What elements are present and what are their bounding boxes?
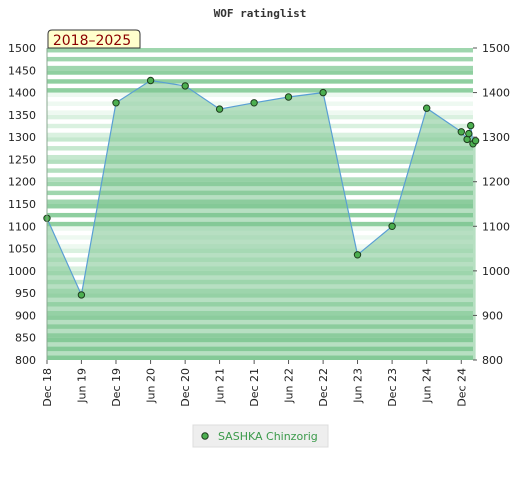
data-point	[319, 88, 327, 97]
background-band	[47, 74, 473, 80]
y-tick-label-right: 1300	[482, 131, 510, 144]
data-point	[215, 105, 224, 113]
y-tick-label-right: 1000	[482, 265, 510, 278]
y-tick-label-right: 800	[482, 354, 503, 367]
legend-label: SASHKA Chinzorig	[218, 430, 318, 443]
x-tick-label: Jun 24	[421, 368, 434, 404]
data-point	[471, 137, 480, 145]
y-tick-label-left: 950	[15, 287, 36, 300]
rating-area	[47, 80, 476, 360]
y-tick-label-right: 1400	[482, 87, 510, 100]
data-point	[353, 251, 362, 259]
x-tick-label: Jun 19	[75, 368, 88, 404]
background-band	[47, 52, 473, 57]
y-tick-label-left: 1000	[8, 265, 36, 278]
y-tick-label-right: 1100	[482, 220, 510, 233]
rating-area-fill	[47, 80, 476, 360]
x-tick-label: Dec 22	[317, 368, 330, 407]
x-tick-label: Jun 22	[283, 368, 296, 404]
y-tick-label-right: 1200	[482, 176, 510, 189]
y-tick-label-left: 900	[15, 309, 36, 322]
x-tick-label: Jun 20	[145, 368, 158, 404]
y-axis-right: 800 900 1000 1100 1200 1300 1400 1500	[473, 42, 510, 367]
data-point	[467, 121, 475, 130]
background-band	[47, 92, 473, 98]
background-band	[47, 70, 473, 75]
data-point	[181, 82, 189, 90]
data-point	[250, 99, 258, 107]
background-band	[47, 56, 473, 62]
data-point	[146, 76, 155, 85]
y-tick-label-left: 1100	[8, 220, 36, 233]
x-tick-label: Dec 23	[386, 368, 399, 407]
y-axis-left: 800 850 900 950 1000 1050 1100 1150 1200 1250 1300…	[8, 42, 36, 367]
y-tick-label-left: 1250	[8, 153, 36, 166]
x-tick-label: Dec 20	[179, 368, 192, 407]
y-tick-label-left: 1200	[8, 176, 36, 189]
y-tick-label-left: 1300	[8, 131, 36, 144]
y-tick-label-left: 800	[15, 354, 36, 367]
x-tick-label: Jun 21	[214, 368, 227, 404]
y-tick-label-left: 1400	[8, 87, 36, 100]
data-point	[465, 129, 473, 138]
y-tick-label-left: 1500	[8, 42, 36, 55]
background-band	[47, 83, 473, 89]
y-tick-label-left: 1150	[8, 198, 36, 211]
x-tick-label: Dec 21	[248, 368, 261, 407]
data-point	[112, 99, 120, 107]
background-band	[47, 97, 473, 102]
x-tick-label: Dec 24	[455, 368, 468, 407]
y-tick-label-left: 1050	[8, 243, 36, 256]
y-tick-label-right: 1500	[482, 42, 510, 55]
y-tick-label-left: 850	[15, 332, 36, 345]
x-tick-label: Dec 19	[110, 368, 123, 407]
data-point	[284, 93, 293, 101]
x-tick-label: Jun 23	[352, 368, 365, 404]
data-point	[77, 291, 86, 299]
data-point	[388, 222, 396, 231]
background-band	[47, 79, 473, 84]
y-tick-label-left: 1350	[8, 109, 36, 122]
data-point	[457, 128, 465, 136]
background-band	[47, 65, 473, 71]
background-band	[47, 48, 473, 53]
data-point	[423, 104, 431, 112]
chart-title: WOF ratinglist	[214, 7, 307, 20]
period-badge: 2018–2025	[47, 29, 141, 49]
legend-box	[192, 424, 329, 448]
x-tick-label: Dec 18	[41, 368, 54, 407]
legend: SASHKA Chinzorig	[192, 424, 329, 448]
background-band	[47, 61, 473, 66]
x-axis: Dec 18 Jun 19 Dec 19 Jun 20 Dec 20 Jun 21 Dec …	[41, 360, 468, 407]
legend-marker	[201, 432, 209, 440]
rating-points	[43, 76, 480, 299]
y-tick-label-left: 1450	[8, 64, 36, 77]
period-label: 2018–2025	[53, 33, 131, 49]
background-band	[47, 88, 473, 93]
y-tick-label-right: 900	[482, 309, 503, 322]
